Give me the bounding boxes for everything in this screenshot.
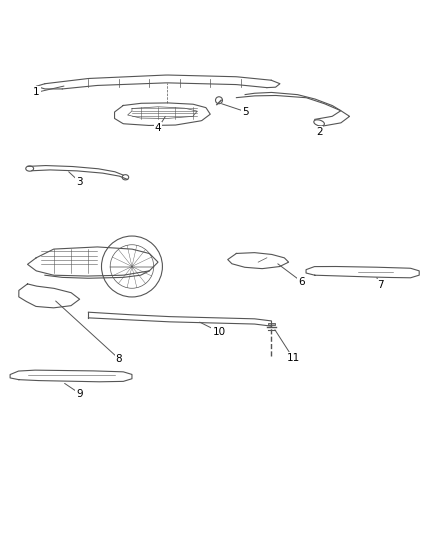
- Text: 5: 5: [242, 107, 248, 117]
- Text: 4: 4: [155, 123, 161, 133]
- Text: 6: 6: [298, 277, 305, 287]
- Text: 10: 10: [212, 327, 226, 337]
- Text: 2: 2: [316, 127, 322, 138]
- Text: 11: 11: [286, 353, 300, 363]
- Text: 7: 7: [377, 280, 383, 290]
- Bar: [268, 322, 275, 325]
- Text: 3: 3: [76, 177, 83, 187]
- Text: 1: 1: [33, 87, 39, 98]
- Text: 9: 9: [76, 389, 83, 399]
- Text: 8: 8: [116, 354, 122, 364]
